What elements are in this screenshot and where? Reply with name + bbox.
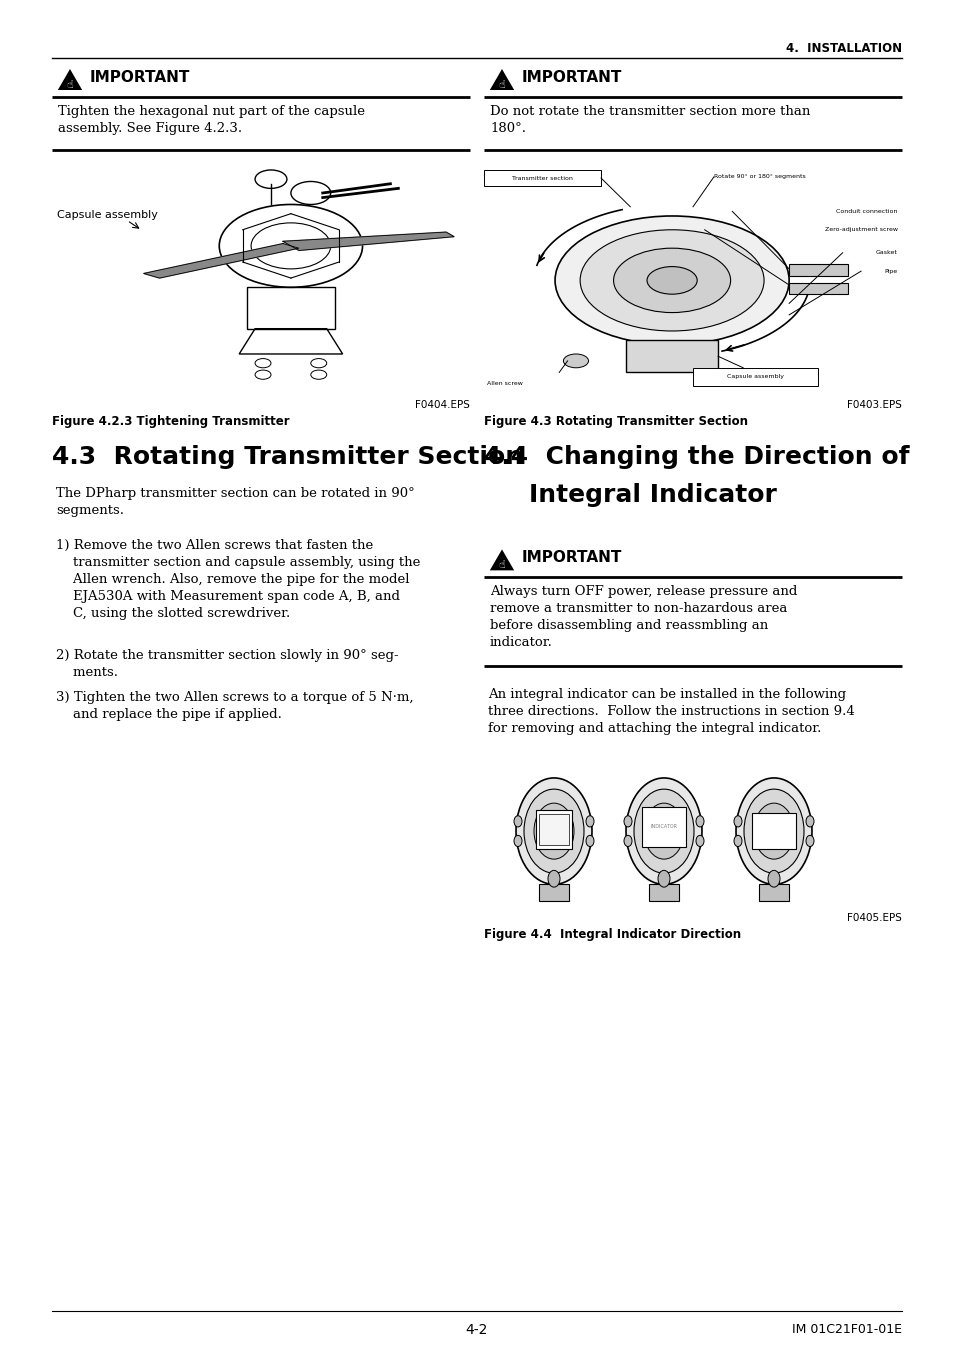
- Circle shape: [696, 816, 703, 827]
- Circle shape: [696, 835, 703, 847]
- Circle shape: [534, 802, 574, 859]
- Text: Gasket: Gasket: [875, 250, 897, 255]
- Text: INDICATOR: INDICATOR: [650, 824, 677, 830]
- Text: Conduit connection: Conduit connection: [836, 209, 897, 213]
- Text: 4.4  Changing the Direction of: 4.4 Changing the Direction of: [483, 446, 908, 469]
- Circle shape: [743, 789, 803, 873]
- Text: Capsule assembly: Capsule assembly: [57, 211, 157, 220]
- Text: Figure 4.2.3 Tightening Transmitter: Figure 4.2.3 Tightening Transmitter: [52, 415, 290, 428]
- Bar: [692, 367, 818, 386]
- Circle shape: [579, 230, 763, 331]
- Text: 1) Remove the two Allen screws that fasten the
    transmitter section and capsu: 1) Remove the two Allen screws that fast…: [56, 539, 420, 620]
- Polygon shape: [283, 232, 454, 250]
- Polygon shape: [144, 243, 298, 278]
- Text: IM 01C21F01-01E: IM 01C21F01-01E: [791, 1323, 901, 1336]
- Text: ☝: ☝: [67, 80, 73, 91]
- Text: 4.  INSTALLATION: 4. INSTALLATION: [785, 42, 901, 55]
- Circle shape: [658, 870, 669, 888]
- Polygon shape: [489, 550, 514, 570]
- Text: Allen screw: Allen screw: [486, 381, 522, 386]
- Circle shape: [625, 778, 701, 885]
- Text: IMPORTANT: IMPORTANT: [521, 550, 621, 565]
- Circle shape: [646, 266, 697, 295]
- Text: 3) Tighten the two Allen screws to a torque of 5 N·m,
    and replace the pipe i: 3) Tighten the two Allen screws to a tor…: [56, 692, 413, 721]
- Circle shape: [805, 835, 813, 847]
- Text: Transmitter section: Transmitter section: [512, 176, 573, 181]
- Circle shape: [753, 802, 793, 859]
- Text: Capsule assembly: Capsule assembly: [726, 374, 783, 380]
- Text: Do not rotate the transmitter section more than
180°.: Do not rotate the transmitter section mo…: [490, 105, 809, 135]
- Text: An integral indicator can be installed in the following
three directions.  Follo: An integral indicator can be installed i…: [488, 688, 854, 735]
- Text: IMPORTANT: IMPORTANT: [521, 70, 621, 85]
- Circle shape: [547, 870, 559, 888]
- Circle shape: [523, 789, 583, 873]
- Polygon shape: [58, 69, 82, 91]
- Circle shape: [514, 835, 521, 847]
- Bar: [788, 282, 847, 295]
- Bar: [759, 885, 788, 901]
- Circle shape: [735, 778, 811, 885]
- Text: F0403.EPS: F0403.EPS: [846, 400, 901, 411]
- Text: F0405.EPS: F0405.EPS: [846, 913, 901, 923]
- Text: Always turn OFF power, release pressure and
remove a transmitter to non-hazardou: Always turn OFF power, release pressure …: [490, 585, 797, 650]
- Circle shape: [585, 835, 594, 847]
- Circle shape: [767, 870, 780, 888]
- Text: Zero-adjustment screw: Zero-adjustment screw: [824, 227, 897, 232]
- Text: ☝: ☝: [498, 80, 505, 91]
- Text: ☝: ☝: [498, 561, 505, 570]
- Bar: [648, 885, 679, 901]
- Text: Integral Indicator: Integral Indicator: [529, 484, 776, 508]
- Text: IMPORTANT: IMPORTANT: [90, 70, 191, 85]
- Circle shape: [516, 778, 592, 885]
- Text: 4.3  Rotating Transmitter Section: 4.3 Rotating Transmitter Section: [52, 446, 522, 469]
- Bar: [247, 288, 335, 328]
- Bar: [536, 811, 572, 850]
- Text: 4-2: 4-2: [465, 1323, 488, 1337]
- Circle shape: [643, 802, 683, 859]
- Circle shape: [733, 816, 741, 827]
- Circle shape: [623, 835, 631, 847]
- Circle shape: [634, 789, 693, 873]
- Text: Figure 4.4  Integral Indicator Direction: Figure 4.4 Integral Indicator Direction: [483, 928, 740, 942]
- Text: The DPharp transmitter section can be rotated in 90°
segments.: The DPharp transmitter section can be ro…: [56, 488, 415, 517]
- Circle shape: [514, 816, 521, 827]
- Circle shape: [585, 816, 594, 827]
- Text: 2) Rotate the transmitter section slowly in 90° seg-
    ments.: 2) Rotate the transmitter section slowly…: [56, 650, 398, 680]
- Circle shape: [623, 816, 631, 827]
- Bar: [538, 815, 568, 846]
- Circle shape: [805, 816, 813, 827]
- Bar: [788, 265, 847, 276]
- Text: Pipe: Pipe: [883, 269, 897, 274]
- Circle shape: [613, 249, 730, 312]
- Bar: [538, 885, 568, 901]
- Text: Tighten the hexagonal nut part of the capsule
assembly. See Figure 4.2.3.: Tighten the hexagonal nut part of the ca…: [58, 105, 365, 135]
- Bar: [625, 340, 718, 373]
- Polygon shape: [489, 69, 514, 91]
- Circle shape: [733, 835, 741, 847]
- Bar: [751, 813, 795, 850]
- Circle shape: [563, 354, 588, 367]
- Text: Rotate 90° or 180° segments: Rotate 90° or 180° segments: [713, 174, 804, 180]
- Circle shape: [555, 216, 788, 345]
- Bar: [483, 170, 600, 186]
- Text: Figure 4.3 Rotating Transmitter Section: Figure 4.3 Rotating Transmitter Section: [483, 415, 747, 428]
- Bar: [641, 808, 685, 847]
- Text: F0404.EPS: F0404.EPS: [415, 400, 470, 411]
